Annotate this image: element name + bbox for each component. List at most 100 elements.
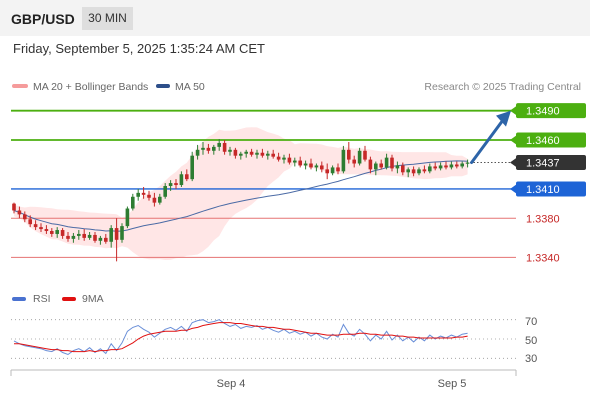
candle-body <box>212 146 216 151</box>
forecast-arrow-head <box>496 110 511 127</box>
candle-body <box>368 159 373 170</box>
candle-body <box>71 235 76 239</box>
candle <box>368 156 373 174</box>
candle <box>77 230 81 240</box>
candle-body <box>449 164 454 168</box>
candle <box>206 143 211 154</box>
candle <box>395 161 400 174</box>
candle-body <box>152 197 157 203</box>
level-label-1.3460: 1.3460 <box>526 135 560 147</box>
candle-body <box>33 224 38 228</box>
candle-body <box>174 183 178 186</box>
candle <box>50 228 54 237</box>
candle <box>287 153 292 165</box>
candle-body <box>384 157 389 168</box>
candle-body <box>363 150 367 160</box>
candle <box>44 225 49 234</box>
candle <box>282 154 286 164</box>
candle-body <box>260 152 265 156</box>
candle <box>104 233 108 244</box>
candle-body <box>293 160 297 163</box>
candle <box>98 235 103 245</box>
candle-body <box>82 233 86 238</box>
candle <box>55 227 59 238</box>
candle <box>233 147 238 159</box>
candle-body <box>158 196 162 203</box>
candle <box>422 165 427 174</box>
candle-body <box>217 142 221 147</box>
candle <box>201 141 205 155</box>
candle <box>460 161 464 169</box>
candle-body <box>185 174 189 180</box>
candle <box>195 144 200 160</box>
candle-body <box>309 163 313 168</box>
candle-body <box>417 169 421 174</box>
candle-body <box>428 166 432 172</box>
candle-body <box>406 169 410 173</box>
candle-body <box>60 230 65 236</box>
candle <box>179 171 184 187</box>
bollinger-band <box>14 127 468 260</box>
candle-body <box>233 149 238 156</box>
instrument-title: GBP/USD <box>11 11 75 27</box>
candle <box>82 229 86 241</box>
candle <box>66 231 70 242</box>
candle-body <box>444 165 448 168</box>
candle-body <box>438 165 443 169</box>
rsi-gridlines <box>11 319 516 359</box>
candle-body <box>98 237 103 241</box>
candle <box>341 145 346 174</box>
bollinger-band-area <box>14 127 468 260</box>
level-tag-pointer <box>510 157 517 168</box>
main-legend: MA 20 + Bollinger Bands MA 50 Research ©… <box>12 81 581 93</box>
candle <box>152 192 157 207</box>
candle <box>390 154 394 172</box>
timeframe-badge[interactable]: 30 MIN <box>82 7 133 30</box>
candle-body <box>314 165 319 168</box>
candle <box>87 231 92 240</box>
candle <box>266 150 270 160</box>
candle <box>320 161 324 173</box>
candle <box>168 180 173 191</box>
candle <box>125 206 130 229</box>
forecast-arrow <box>470 110 511 165</box>
candle <box>303 160 308 170</box>
candle-body <box>352 159 356 164</box>
candle-body <box>390 157 394 169</box>
candle <box>249 148 254 157</box>
candle <box>60 228 65 239</box>
candle <box>93 231 97 243</box>
candle <box>147 190 151 201</box>
candle-body <box>23 214 27 220</box>
candle <box>244 149 248 158</box>
rsi-legend-label: RSI <box>33 293 51 305</box>
candle-body <box>120 226 124 240</box>
candle-body <box>374 163 378 170</box>
candle-body <box>87 234 92 238</box>
level-tag-1.3410 <box>516 181 586 197</box>
rsi-tick-30: 30 <box>525 353 537 365</box>
candle <box>271 149 275 159</box>
candle <box>347 141 351 164</box>
candle <box>455 161 459 169</box>
candle <box>352 155 356 168</box>
candle-body <box>141 192 146 195</box>
candle <box>136 188 140 201</box>
candle-body <box>195 149 200 156</box>
candle <box>336 163 340 175</box>
candle-body <box>228 149 232 152</box>
candle-body <box>320 165 324 170</box>
level-tag-pointer <box>510 183 517 194</box>
candle <box>417 167 421 176</box>
candle <box>438 162 443 171</box>
ma20-legend-label: MA 20 + Bollinger Bands <box>33 81 148 93</box>
candle <box>109 225 113 248</box>
candle-body <box>401 165 405 173</box>
candle <box>217 139 221 151</box>
candle-body <box>347 149 351 160</box>
candle-body <box>249 151 254 155</box>
timestamp: Friday, September 5, 2025 1:35:24 AM CET <box>13 41 265 56</box>
candle-body <box>357 150 362 164</box>
level-tag-1.3490 <box>516 103 586 119</box>
